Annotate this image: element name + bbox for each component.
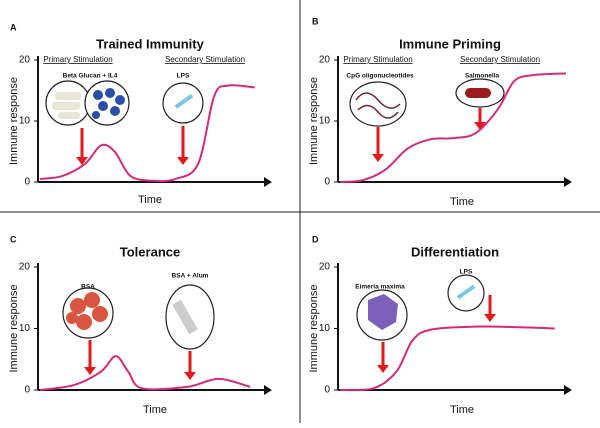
annotation: Beta Glucan + IL4: [63, 73, 118, 80]
red-arrow-head: [184, 372, 196, 380]
icon-fill: [52, 88, 491, 335]
annotation: CpG oligonucleotides: [346, 73, 414, 80]
red-arrow-head: [84, 367, 96, 375]
response-curve: [339, 72, 567, 183]
y-tick-label: 20: [319, 262, 331, 273]
red-arrow-head: [484, 314, 496, 322]
red-arrow-head: [177, 157, 189, 165]
y-tick-label: 20: [19, 55, 31, 66]
y-axis-label: Immune response: [308, 77, 320, 165]
panel-letter: D: [312, 234, 319, 244]
y-tick-label: 0: [324, 385, 330, 396]
y-tick-label: 0: [24, 385, 30, 396]
panel-letter: A: [10, 22, 17, 32]
y-tick-label: 20: [19, 262, 31, 273]
response-curve: [39, 84, 255, 183]
y-axis-label: Immune response: [8, 284, 20, 372]
x-axis-label: Time: [450, 404, 474, 416]
y-tick-label: 10: [319, 323, 331, 334]
panel-title: Trained Immunity: [96, 36, 204, 51]
y-tick-label: 10: [19, 116, 31, 127]
red-arrow-head: [377, 365, 389, 373]
red-arrow-head: [474, 122, 486, 130]
x-axis-label: Time: [450, 196, 474, 208]
y-axis-label: Immune response: [8, 77, 20, 165]
annotation: Primary Stimulation: [43, 55, 112, 64]
x-axis-label: Time: [143, 404, 167, 416]
panel-letter: C: [10, 234, 17, 244]
y-tick-label: 10: [19, 323, 31, 334]
x-axis-label: Time: [138, 194, 162, 206]
annotation: LPS: [460, 269, 473, 276]
red-arrow-head: [76, 157, 88, 165]
annotation: Primary Stimulation: [343, 55, 412, 64]
annotation: BSA + Alum: [172, 273, 209, 280]
y-tick-label: 0: [324, 177, 330, 188]
x-axis-arrow: [264, 385, 272, 395]
icons: [45, 78, 505, 350]
panel-letter: B: [312, 16, 319, 26]
annotation: LPS: [177, 73, 190, 80]
annotation: Eimeria maxima: [355, 284, 405, 291]
panel-title: Differentiation: [411, 244, 499, 259]
y-tick-label: 20: [319, 55, 331, 66]
panel-title: Tolerance: [120, 244, 180, 259]
x-axis-arrow: [264, 177, 272, 187]
panel-title: Immune Priming: [399, 36, 501, 51]
y-tick-label: 0: [24, 177, 30, 188]
y-axis-label: Immune response: [308, 284, 320, 372]
annotation: BSA: [81, 284, 95, 291]
x-axis-arrow: [564, 385, 572, 395]
x-axis-arrow: [564, 177, 572, 187]
response-curve: [339, 325, 555, 392]
annotation: Secondary Stimulation: [165, 55, 245, 64]
annotation: Secondary Stimulation: [460, 55, 540, 64]
annotation: Salmonella: [465, 73, 500, 80]
response-curve: [39, 355, 251, 391]
y-tick-label: 10: [319, 116, 331, 127]
red-arrow-head: [372, 154, 384, 162]
